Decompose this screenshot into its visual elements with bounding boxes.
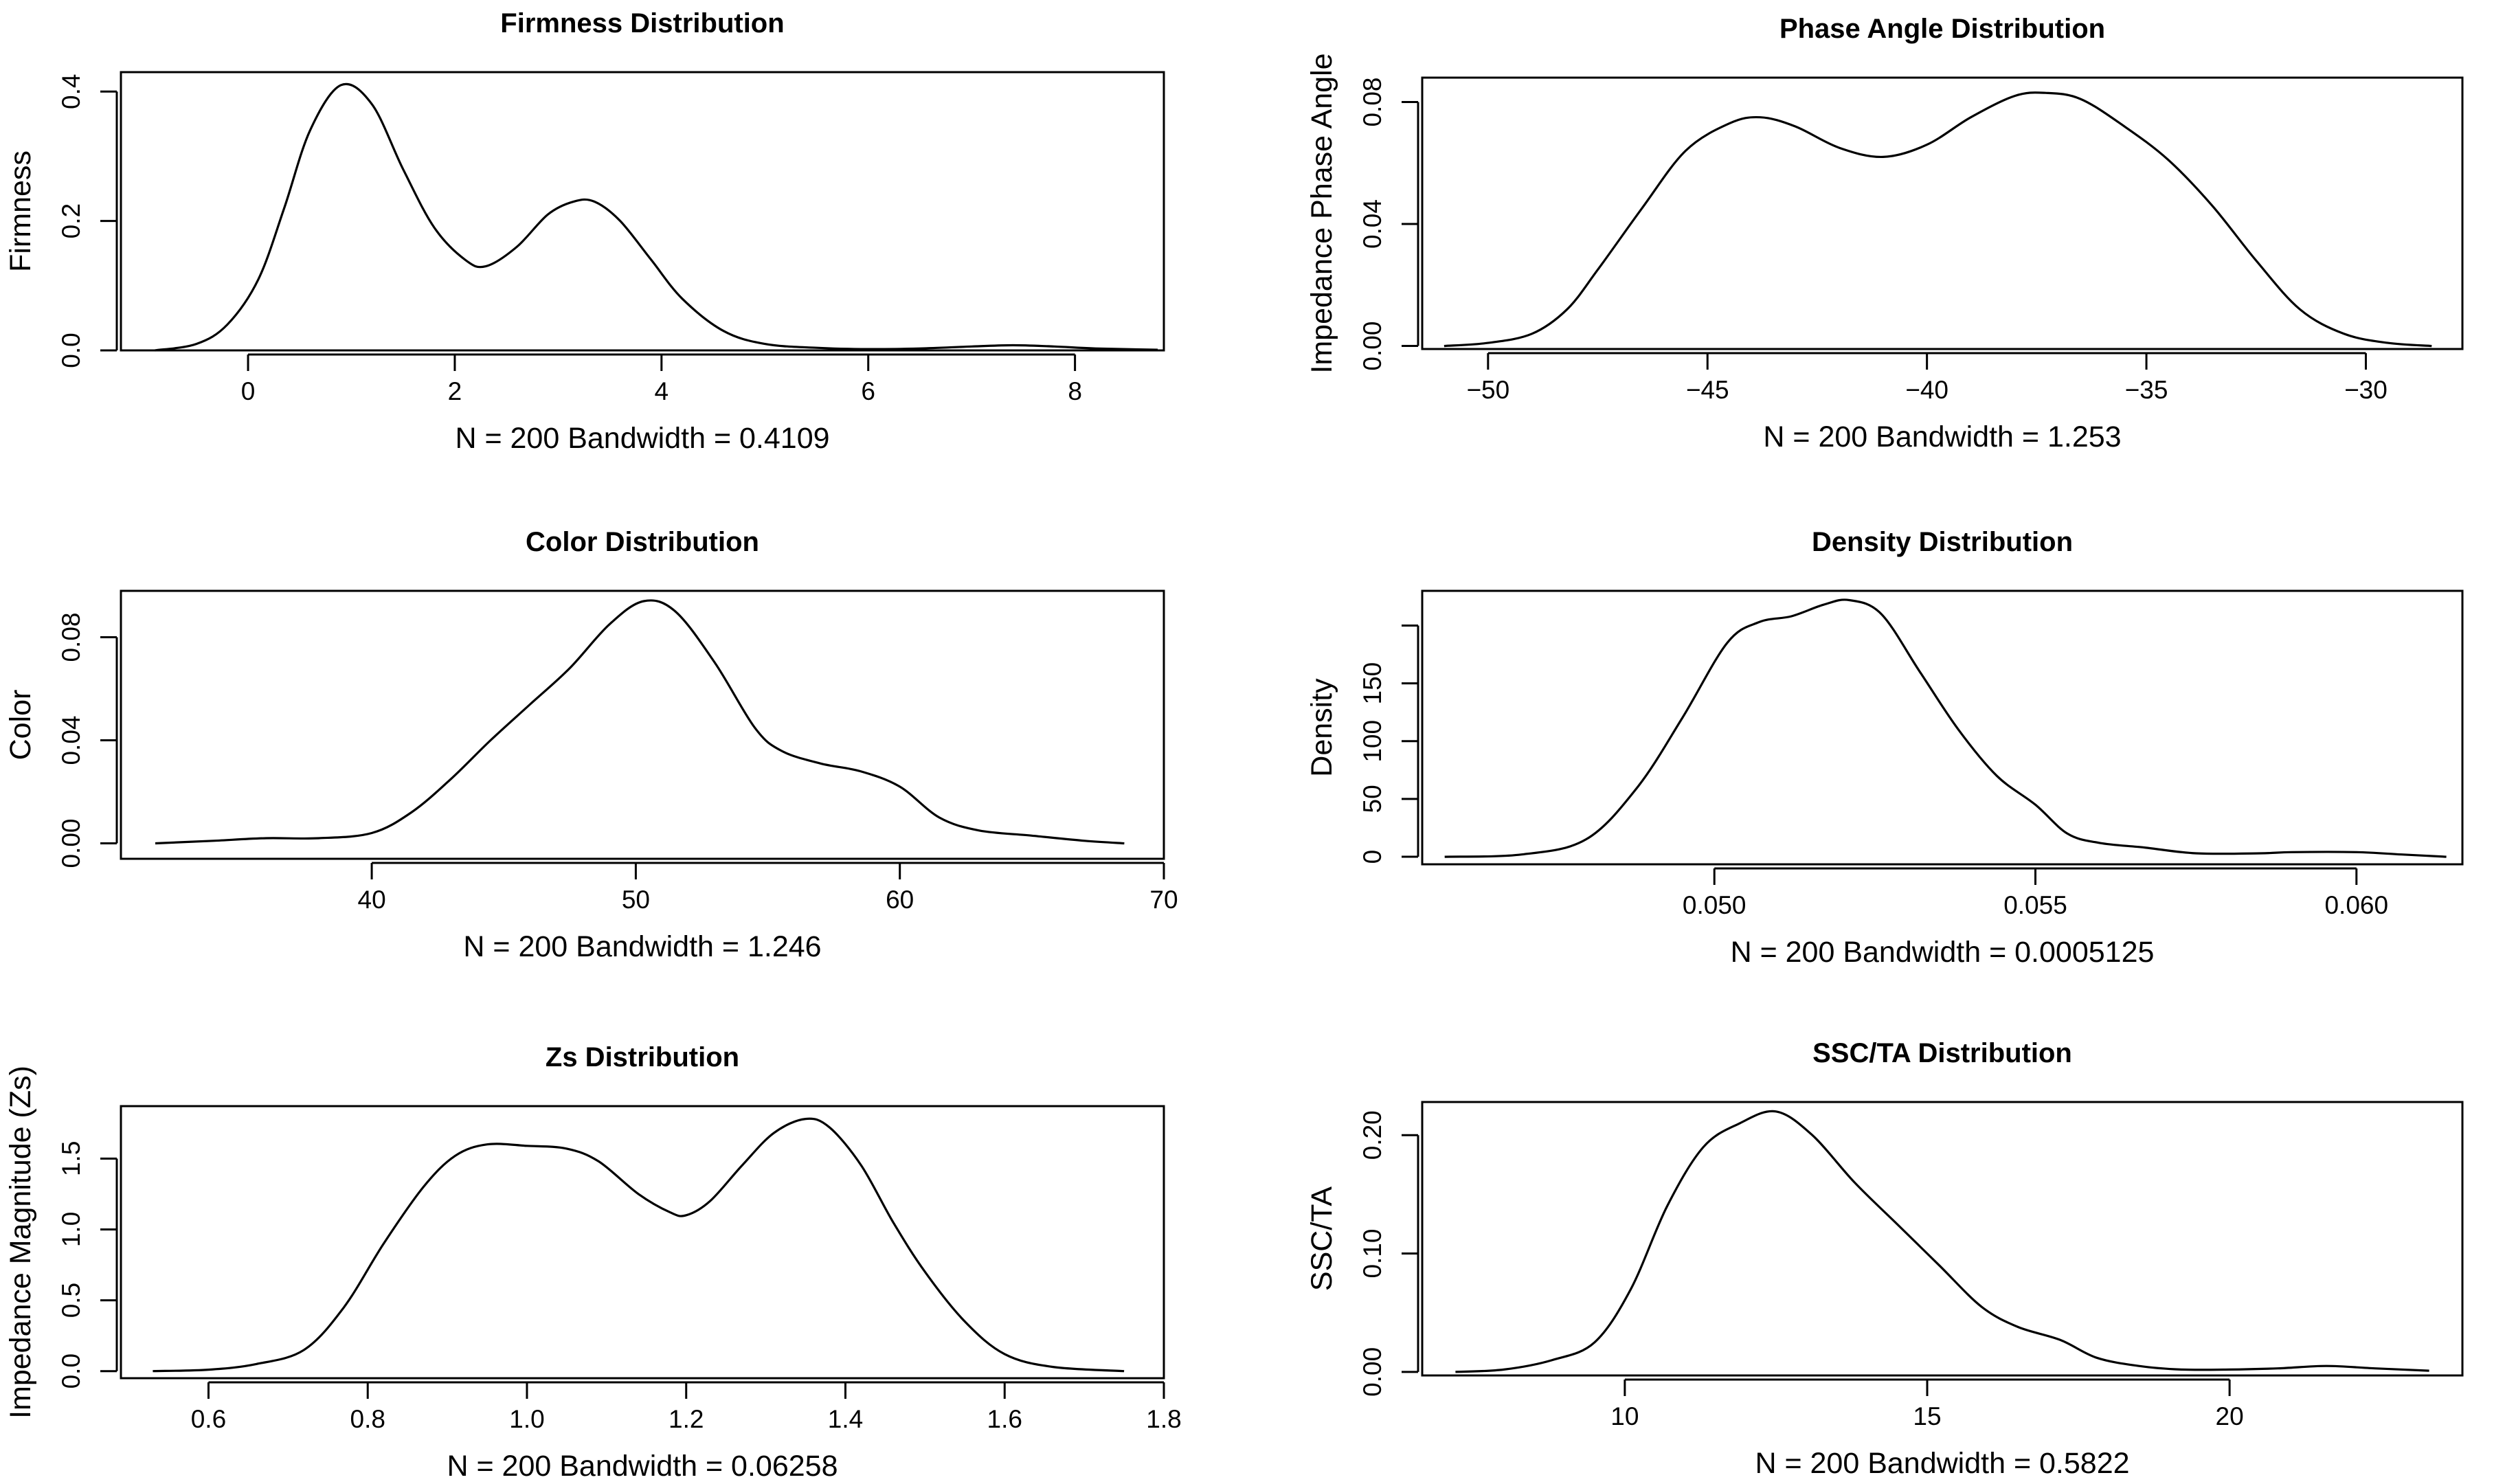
y-tick-label: 0.5 [57,1283,85,1318]
x-axis: 10 15 20 [1610,1378,2244,1430]
x-tick-label: 0.060 [2324,891,2388,919]
x-tick-label: 40 [358,886,386,914]
x-axis-label: N = 200 Bandwidth = 0.5822 [1755,1447,2129,1480]
x-tick-label: 1.6 [987,1405,1022,1433]
y-axis-label: Color [4,690,37,761]
x-tick-label: −30 [2344,376,2388,404]
density-curve [153,1117,1125,1373]
ssc-ta-panel: SSC/TA Distribution SSC/TA N = 200 Bandw… [1305,1038,2464,1480]
phase-angle-panel: Phase Angle Distribution Impedance Phase… [1305,14,2464,453]
x-tick-label: 1.8 [1146,1405,1181,1433]
x-axis-label: N = 200 Bandwidth = 0.4109 [455,422,829,455]
x-tick-label: 15 [1913,1402,1941,1430]
y-tick-label: 0.20 [1358,1110,1386,1160]
y-tick-label: 0.00 [57,818,85,868]
y-tick-label: 1.0 [57,1212,85,1247]
x-axis-label: N = 200 Bandwidth = 0.06258 [447,1450,838,1483]
x-tick-label: 1.4 [828,1405,863,1433]
x-tick-label: 70 [1149,886,1178,914]
x-axis: −50 −45 −40 −35 −30 [1466,352,2388,404]
y-tick-label: 0.00 [1358,1347,1386,1397]
x-tick-label: 0.055 [2003,891,2067,919]
panel-title: Firmness Distribution [500,8,784,38]
panel-title: Density Distribution [1812,527,2073,557]
density-curve [1455,1110,2429,1373]
x-tick-label: −45 [1686,376,1729,404]
x-tick-label: 0 [241,377,256,405]
x-tick-label: −35 [2125,376,2168,404]
density-panel: Density Distribution Density N = 200 Ban… [1305,527,2464,969]
panel-title: SSC/TA Distribution [1812,1038,2072,1068]
x-tick-label: −50 [1466,376,1509,404]
plot-frame [120,589,1165,860]
y-axis-label: Firmness [4,150,37,272]
x-axis-label: N = 200 Bandwidth = 1.253 [1763,420,2121,453]
x-tick-label: 10 [1610,1402,1639,1430]
x-tick-label: 0.050 [1683,891,1746,919]
density-curve [155,82,1158,352]
x-axis-label: N = 200 Bandwidth = 0.0005125 [1731,936,2155,969]
density-curve [155,599,1125,845]
plot-frame [1421,1101,2464,1377]
color-panel: Color Distribution Color N = 200 Bandwid… [4,527,1178,963]
x-tick-label: 2 [448,377,462,405]
y-axis: 0.00 0.04 0.08 [1358,77,1419,371]
y-tick-label: 0.08 [1358,77,1386,126]
y-axis: 0 50 100 150 [1358,624,1419,864]
x-axis: 0 2 4 6 8 [241,353,1082,405]
y-tick-label: 150 [1358,662,1386,705]
panel-title: Color Distribution [526,527,759,557]
plot-frame [1421,589,2464,866]
x-tick-label: 1.0 [509,1405,544,1433]
y-tick-label: 0.2 [57,203,85,238]
density-curve [1444,598,2447,858]
y-axis-label: Impedance Magnitude (Zs) [4,1066,37,1419]
panel-title: Phase Angle Distribution [1779,14,2105,44]
density-curve [1444,91,2432,348]
y-tick-label: 50 [1358,785,1386,813]
x-tick-label: 50 [622,886,650,914]
y-tick-label: 0 [1358,850,1386,864]
y-tick-label: 0.10 [1358,1229,1386,1279]
x-axis: 0.050 0.055 0.060 [1683,867,2388,919]
x-tick-label: 6 [861,377,875,405]
y-tick-label: 100 [1358,720,1386,763]
y-tick-label: 0.04 [1358,199,1386,249]
y-tick-label: 0.0 [57,333,85,368]
zs-panel: Zs Distribution Impedance Magnitude (Zs)… [4,1042,1182,1483]
y-tick-label: 0.08 [57,612,85,662]
x-tick-label: 0.8 [350,1405,385,1433]
y-axis-label: Density [1305,678,1338,777]
x-tick-label: 0.6 [191,1405,226,1433]
y-tick-label: 0.04 [57,715,85,765]
firmness-panel: Firmness Distribution Firmness N = 200 B… [4,8,1165,455]
x-tick-label: 20 [2216,1402,2244,1430]
y-tick-label: 0.0 [57,1353,85,1389]
y-tick-label: 1.5 [57,1141,85,1176]
plot-frame [1421,76,2464,350]
y-tick-label: 0.4 [57,74,85,109]
x-axis: 0.6 0.8 1.0 1.2 1.4 1.6 1.8 [191,1381,1182,1433]
x-tick-label: 4 [655,377,669,405]
y-axis-label: Impedance Phase Angle [1305,53,1338,373]
plot-frame [120,1105,1165,1380]
x-tick-label: 1.2 [669,1405,704,1433]
x-tick-label: −40 [1905,376,1948,404]
x-tick-label: 60 [886,886,914,914]
y-axis: 0.00 0.10 0.20 [1358,1110,1419,1397]
x-tick-label: 8 [1068,377,1082,405]
x-axis-label: N = 200 Bandwidth = 1.246 [463,930,821,963]
x-axis: 40 50 60 70 [358,862,1178,914]
y-axis-label: SSC/TA [1305,1187,1338,1291]
y-axis: 0.0 0.2 0.4 [57,74,118,368]
y-axis: 0.0 0.5 1.0 1.5 [57,1141,118,1389]
y-axis: 0.00 0.04 0.08 [57,612,118,868]
panel-title: Zs Distribution [546,1042,739,1072]
plot-frame [120,71,1165,352]
y-tick-label: 0.00 [1358,322,1386,371]
